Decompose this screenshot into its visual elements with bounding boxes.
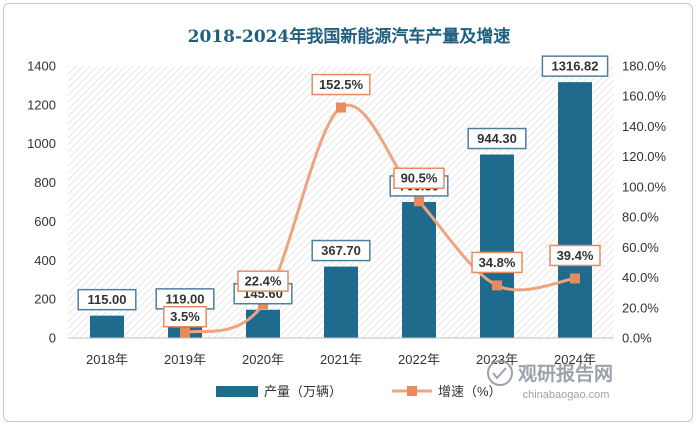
bar-4 <box>402 201 436 338</box>
growth-label-2: 22.4% <box>245 274 282 289</box>
bar-label-5: 944.30 <box>477 131 517 146</box>
growth-label-5: 34.8% <box>479 255 516 270</box>
bar-label-6-box <box>541 55 609 77</box>
chart-title: 2018-2024年我国新能源汽车产量及增速 <box>188 26 511 47</box>
growth-label-3: 152.5% <box>319 77 364 92</box>
x-tick-3: 2021年 <box>320 352 362 367</box>
x-tick-4: 2022年 <box>398 352 440 367</box>
x-tick-1: 2019年 <box>164 352 206 367</box>
bar-label-0: 115.00 <box>87 292 126 307</box>
y-right-tick-5: 100.0% <box>622 179 667 194</box>
bar-label-3: 367.70 <box>321 243 361 258</box>
bar-2 <box>246 309 280 338</box>
growth-label-3-box <box>311 73 371 96</box>
growth-marker-5 <box>492 280 502 291</box>
y-left-tick-5: 1000 <box>27 136 56 151</box>
growth-label-5-box <box>471 251 523 274</box>
legend-line-label: 增速（%） <box>438 384 502 399</box>
bar-label-0-box <box>77 288 137 311</box>
y-right-tick-9: 180.0% <box>622 59 667 74</box>
bar-0 <box>90 315 124 338</box>
bar-label-3-box <box>311 239 371 262</box>
watermark-cn: 观研报告网 <box>518 362 613 385</box>
y-right-tick-1: 20.0% <box>622 300 659 315</box>
bar-5 <box>480 154 514 338</box>
watermark-check-icon <box>492 367 507 380</box>
bar-label-6: 1316.82 <box>552 59 599 74</box>
x-tick-6: 2024年 <box>554 352 596 367</box>
bar-label-1: 119.00 <box>165 291 204 306</box>
growth-label-6: 39.4% <box>557 248 594 263</box>
growth-label-4-box <box>393 167 445 189</box>
bar-6 <box>558 82 592 339</box>
legend-line-marker <box>407 386 417 396</box>
y-left-tick-6: 1200 <box>27 97 56 112</box>
y-left-tick-1: 200 <box>34 292 56 307</box>
y-right-tick-2: 40.0% <box>622 270 659 285</box>
growth-label-4: 90.5% <box>401 171 438 186</box>
y-right-tick-8: 160.0% <box>622 89 667 104</box>
y-right-tick-0: 0.0% <box>622 331 652 346</box>
watermark-en: chinabaogao.com <box>523 389 610 401</box>
bar-3 <box>324 266 358 338</box>
y-left-tick-0: 0 <box>49 331 56 346</box>
y-right-tick-6: 120.0% <box>622 149 667 164</box>
x-tick-0: 2018年 <box>86 352 128 367</box>
y-right-tick-7: 140.0% <box>622 119 667 134</box>
growth-label-6-box <box>549 244 601 267</box>
y-left-tick-3: 600 <box>34 214 56 229</box>
watermark: 观研报告网 chinabaogao.com <box>487 360 613 401</box>
y-right-tick-3: 60.0% <box>622 240 659 255</box>
y-left-tick-4: 800 <box>34 175 56 190</box>
y-left-tick-2: 400 <box>34 253 56 268</box>
x-tick-2: 2020年 <box>242 352 284 367</box>
bar-label-5-box <box>467 127 527 150</box>
growth-label-1-box <box>163 305 207 328</box>
y-left-tick-7: 1400 <box>27 59 56 74</box>
legend-bar-label: 产量（万辆） <box>264 384 342 399</box>
growth-label-1: 3.5% <box>170 309 200 324</box>
growth-marker-6 <box>570 273 580 284</box>
growth-marker-3 <box>336 102 346 113</box>
growth-label-2-box <box>237 270 289 292</box>
y-right-tick-4: 80.0% <box>622 210 659 225</box>
legend-bar-swatch <box>216 386 258 397</box>
x-tick-5: 2023年 <box>476 352 518 367</box>
growth-marker-1 <box>180 327 190 338</box>
watermark-logo-icon <box>487 360 513 386</box>
growth-marker-4 <box>414 196 424 207</box>
